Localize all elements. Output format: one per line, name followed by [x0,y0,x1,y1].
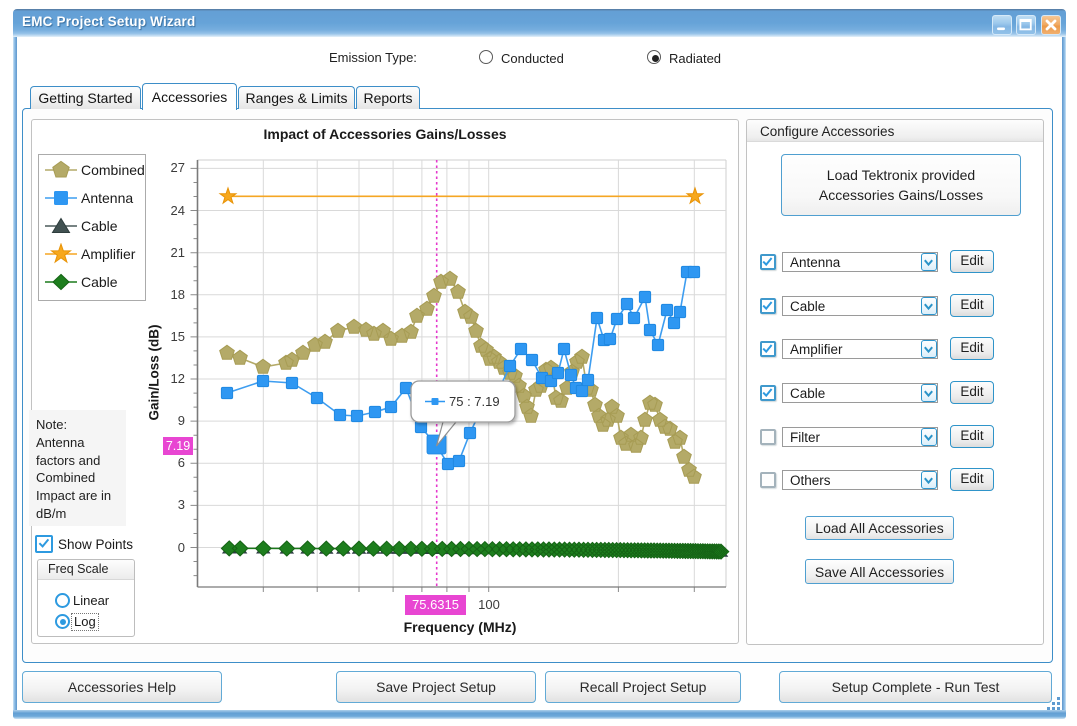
svg-text:75 : 7.19: 75 : 7.19 [449,394,500,409]
